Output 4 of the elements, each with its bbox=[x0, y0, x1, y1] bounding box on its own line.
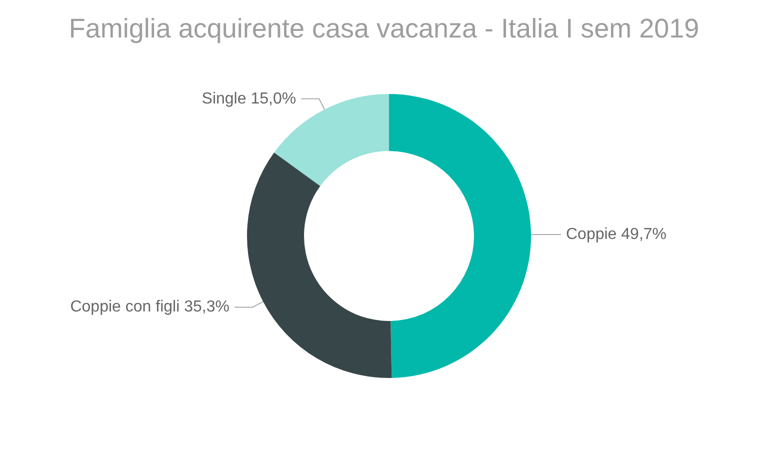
slice-label: Coppie con figli 35,3% bbox=[70, 298, 230, 316]
slice-label: Single 15,0% bbox=[202, 90, 296, 108]
chart-title: Famiglia acquirente casa vacanza - Italia I sem 2019 bbox=[68, 14, 700, 44]
slice-label: Coppie 49,7% bbox=[566, 226, 667, 244]
